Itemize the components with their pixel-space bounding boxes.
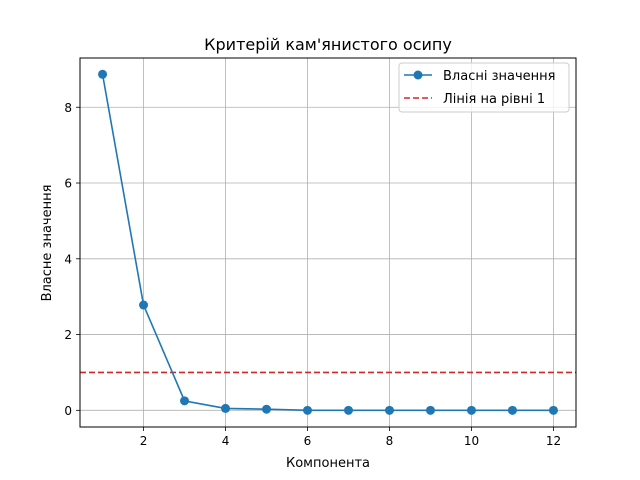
ticks: 2 4 6 8 10 12 0 2 4 6 8 — [64, 101, 561, 448]
data-point — [139, 300, 149, 310]
x-tick-label: 10 — [464, 434, 479, 448]
y-tick-label: 6 — [64, 177, 72, 191]
data-point — [507, 405, 517, 415]
legend-series-marker — [413, 70, 423, 80]
series-line — [101, 74, 554, 412]
data-point — [548, 405, 558, 415]
data-point — [343, 405, 353, 415]
data-point — [262, 404, 272, 414]
data-point — [466, 405, 476, 415]
y-tick-label: 4 — [64, 252, 72, 266]
data-point — [303, 405, 313, 415]
plot-frame — [79, 57, 577, 428]
data-point — [98, 69, 108, 79]
x-tick-label: 2 — [140, 434, 148, 448]
x-tick-label: 4 — [222, 434, 230, 448]
legend: Власні значення Лінія на рівні 1 — [398, 62, 570, 113]
x-tick-label: 6 — [304, 434, 312, 448]
x-tick-label: 12 — [546, 434, 561, 448]
y-axis-label: Власне значення — [40, 185, 55, 302]
data-point — [221, 403, 231, 413]
data-point — [425, 405, 435, 415]
y-tick-label: 8 — [64, 101, 72, 115]
series-layer — [98, 69, 558, 415]
y-tick-label: 0 — [64, 404, 72, 418]
legend-box — [398, 62, 570, 113]
x-tick-label: 8 — [386, 434, 394, 448]
chart-title: Критерій кам'янистого осипу — [204, 35, 452, 54]
data-point — [384, 405, 394, 415]
legend-reference-label: Лінія на рівні 1 — [443, 92, 545, 107]
legend-series-label: Власні значення — [443, 69, 555, 84]
data-point — [180, 396, 190, 406]
x-axis-label: Компонента — [286, 456, 370, 471]
y-tick-label: 2 — [64, 328, 72, 342]
